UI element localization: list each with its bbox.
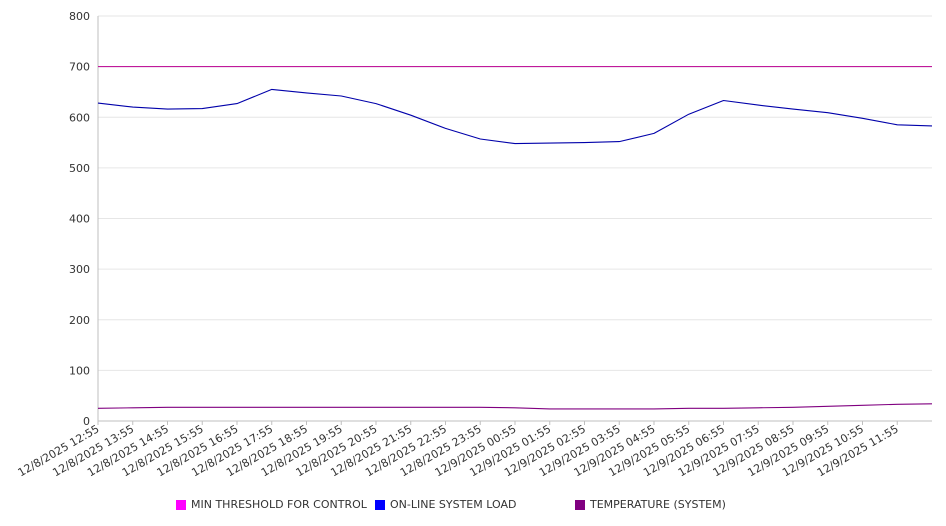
y-tick-label: 300 — [69, 263, 90, 276]
y-tick-label: 100 — [69, 364, 90, 377]
legend-label-temperature: TEMPERATURE (SYSTEM) — [590, 498, 726, 511]
axes — [97, 16, 932, 425]
legend-item-system-load: ON-LINE SYSTEM LOAD — [375, 498, 516, 511]
grid-lines — [98, 15, 932, 422]
y-tick-label: 800 — [69, 10, 90, 23]
legend-item-temperature: TEMPERATURE (SYSTEM) — [575, 498, 726, 511]
legend-swatch-min-threshold — [176, 499, 186, 510]
legend: MIN THRESHOLD FOR CONTROL ON-LINE SYSTEM… — [0, 498, 946, 514]
y-tick-labels: 0 100 200 300 400 500 600 700 800 — [69, 10, 90, 428]
y-tick-label: 400 — [69, 213, 90, 226]
legend-swatch-system-load — [375, 499, 385, 510]
legend-label-system-load: ON-LINE SYSTEM LOAD — [390, 498, 517, 511]
y-tick-label: 600 — [69, 111, 90, 124]
y-tick-label: 500 — [69, 162, 90, 175]
legend-label-min-threshold: MIN THRESHOLD FOR CONTROL — [191, 498, 367, 511]
y-tick-label: 700 — [69, 61, 90, 74]
series-line-on-line-system-load — [97, 88, 933, 145]
legend-item-min-threshold: MIN THRESHOLD FOR CONTROL — [176, 498, 367, 511]
series-lines — [97, 66, 933, 410]
y-tick-label: 200 — [69, 314, 90, 327]
legend-swatch-temperature — [575, 499, 585, 510]
y-tick-label: 0 — [83, 415, 90, 428]
series-line-temperature-system — [97, 403, 933, 410]
